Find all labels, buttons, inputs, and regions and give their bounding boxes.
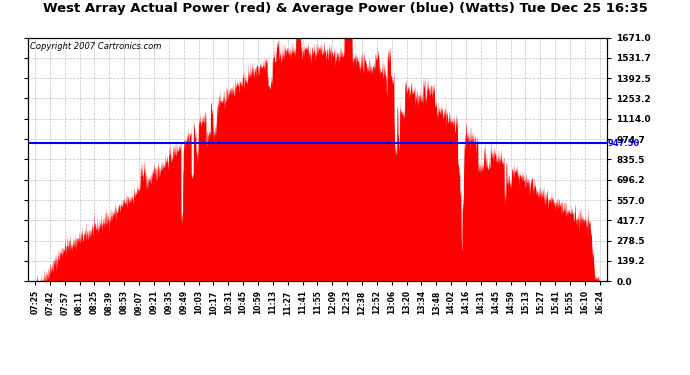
Text: 947.50: 947.50 — [607, 138, 640, 147]
Text: Copyright 2007 Cartronics.com: Copyright 2007 Cartronics.com — [30, 42, 162, 51]
Text: West Array Actual Power (red) & Average Power (blue) (Watts) Tue Dec 25 16:35: West Array Actual Power (red) & Average … — [43, 2, 647, 15]
